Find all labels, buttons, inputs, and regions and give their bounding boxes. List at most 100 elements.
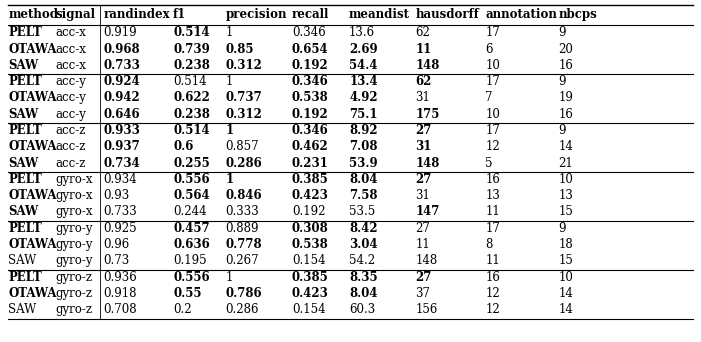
- Text: 0.514: 0.514: [173, 26, 210, 39]
- Text: 0.192: 0.192: [292, 59, 329, 72]
- Text: 16: 16: [485, 173, 500, 186]
- Text: 53.9: 53.9: [349, 157, 378, 170]
- Text: 0.6: 0.6: [173, 140, 193, 153]
- Text: nbcps: nbcps: [559, 9, 597, 22]
- Text: PELT: PELT: [8, 124, 42, 137]
- Text: gyro-y: gyro-y: [56, 222, 93, 235]
- Text: 54.2: 54.2: [349, 254, 375, 267]
- Text: 0.238: 0.238: [173, 108, 210, 121]
- Text: 16: 16: [559, 108, 573, 121]
- Text: 0.934: 0.934: [103, 173, 137, 186]
- Text: PELT: PELT: [8, 173, 42, 186]
- Text: 9: 9: [559, 222, 566, 235]
- Text: 0.538: 0.538: [292, 92, 329, 105]
- Text: 53.5: 53.5: [349, 206, 375, 219]
- Text: gyro-y: gyro-y: [56, 238, 93, 251]
- Text: SAW: SAW: [8, 254, 36, 267]
- Text: 9: 9: [559, 75, 566, 88]
- Text: 0.646: 0.646: [103, 108, 140, 121]
- Text: 0.385: 0.385: [292, 173, 329, 186]
- Text: 27: 27: [416, 271, 432, 284]
- Text: meandist: meandist: [349, 9, 410, 22]
- Text: 148: 148: [416, 254, 437, 267]
- Text: 60.3: 60.3: [349, 303, 375, 316]
- Text: 0.514: 0.514: [173, 124, 210, 137]
- Text: 147: 147: [416, 206, 440, 219]
- Text: acc-y: acc-y: [56, 108, 87, 121]
- Text: 0.231: 0.231: [292, 157, 329, 170]
- Text: acc-z: acc-z: [56, 124, 86, 137]
- Text: 8: 8: [485, 238, 493, 251]
- Text: 0.192: 0.192: [292, 206, 325, 219]
- Text: 0.846: 0.846: [226, 189, 262, 202]
- Text: 12: 12: [485, 140, 500, 153]
- Text: 0.308: 0.308: [292, 222, 329, 235]
- Text: 31: 31: [416, 92, 430, 105]
- Text: 0.55: 0.55: [173, 287, 202, 300]
- Text: 7.08: 7.08: [349, 140, 378, 153]
- Text: 0.333: 0.333: [226, 206, 259, 219]
- Text: gyro-x: gyro-x: [56, 206, 93, 219]
- Text: 0.154: 0.154: [292, 303, 325, 316]
- Text: 20: 20: [559, 43, 573, 56]
- Text: 27: 27: [416, 173, 432, 186]
- Text: 0.346: 0.346: [292, 75, 329, 88]
- Text: 0.733: 0.733: [103, 206, 137, 219]
- Text: recall: recall: [292, 9, 329, 22]
- Text: 0.238: 0.238: [173, 59, 210, 72]
- Text: 0.708: 0.708: [103, 303, 137, 316]
- Text: 0.462: 0.462: [292, 140, 329, 153]
- Text: 8.35: 8.35: [349, 271, 378, 284]
- Text: 0.556: 0.556: [173, 173, 210, 186]
- Text: 0.73: 0.73: [103, 254, 130, 267]
- Text: 0.538: 0.538: [292, 238, 329, 251]
- Text: hausdorff: hausdorff: [416, 9, 479, 22]
- Text: acc-y: acc-y: [56, 75, 87, 88]
- Text: 0.385: 0.385: [292, 271, 329, 284]
- Text: 148: 148: [416, 157, 440, 170]
- Text: 9: 9: [559, 124, 566, 137]
- Text: 13: 13: [485, 189, 500, 202]
- Text: 0.857: 0.857: [226, 140, 259, 153]
- Text: SAW: SAW: [8, 108, 39, 121]
- Text: 0.244: 0.244: [173, 206, 207, 219]
- Text: 12: 12: [485, 287, 500, 300]
- Text: 156: 156: [416, 303, 438, 316]
- Text: 0.933: 0.933: [103, 124, 140, 137]
- Text: 13.4: 13.4: [349, 75, 378, 88]
- Text: 9: 9: [559, 26, 566, 39]
- Text: 4.92: 4.92: [349, 92, 378, 105]
- Text: 0.423: 0.423: [292, 189, 329, 202]
- Text: 12: 12: [485, 303, 500, 316]
- Text: OTAWA: OTAWA: [8, 189, 57, 202]
- Text: 7: 7: [485, 92, 493, 105]
- Text: 7.58: 7.58: [349, 189, 378, 202]
- Text: 10: 10: [485, 108, 500, 121]
- Text: 62: 62: [416, 26, 430, 39]
- Text: gyro-z: gyro-z: [56, 303, 93, 316]
- Text: 11: 11: [485, 254, 500, 267]
- Text: 16: 16: [485, 271, 500, 284]
- Text: 0.2: 0.2: [173, 303, 192, 316]
- Text: 0.919: 0.919: [103, 26, 137, 39]
- Text: 1: 1: [226, 26, 233, 39]
- Text: 15: 15: [559, 254, 573, 267]
- Text: 54.4: 54.4: [349, 59, 378, 72]
- Text: 11: 11: [485, 206, 500, 219]
- Text: 3.04: 3.04: [349, 238, 378, 251]
- Text: 0.514: 0.514: [173, 75, 207, 88]
- Text: gyro-z: gyro-z: [56, 287, 93, 300]
- Text: 19: 19: [559, 92, 573, 105]
- Text: OTAWA: OTAWA: [8, 43, 57, 56]
- Text: 0.636: 0.636: [173, 238, 210, 251]
- Text: 1: 1: [226, 271, 233, 284]
- Text: 1: 1: [226, 173, 233, 186]
- Text: 0.654: 0.654: [292, 43, 329, 56]
- Text: OTAWA: OTAWA: [8, 287, 57, 300]
- Text: SAW: SAW: [8, 157, 39, 170]
- Text: PELT: PELT: [8, 26, 42, 39]
- Text: acc-x: acc-x: [56, 59, 87, 72]
- Text: 0.564: 0.564: [173, 189, 210, 202]
- Text: 10: 10: [559, 173, 573, 186]
- Text: 0.786: 0.786: [226, 287, 262, 300]
